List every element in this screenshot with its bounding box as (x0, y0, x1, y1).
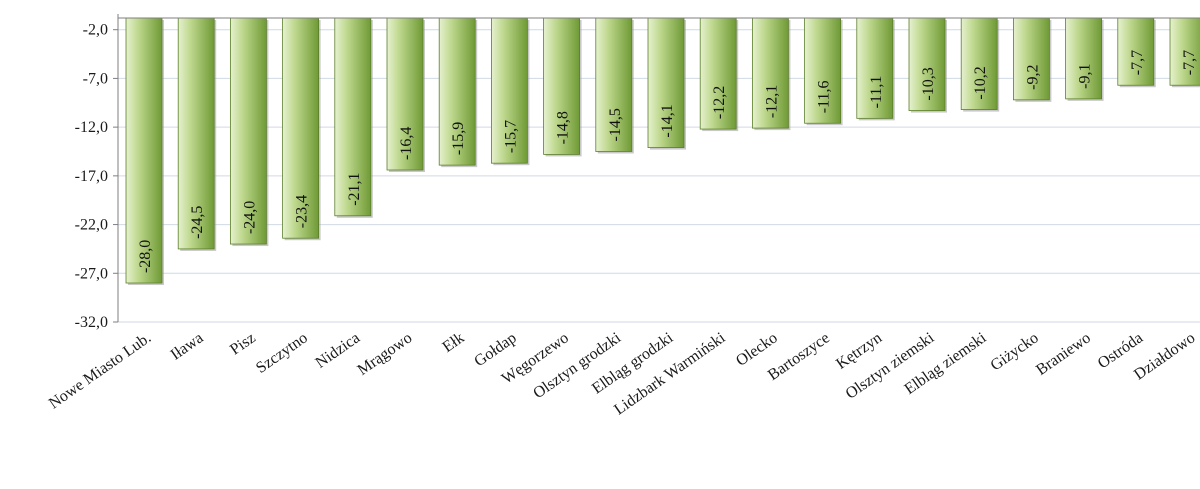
x-category-label: Ełk (440, 329, 468, 356)
bar (125, 17, 163, 284)
data-labels: -28,0 -24,5 -24,0 -23,4 -21,1 -16,4 -15,9 -15,7… (137, 50, 1198, 273)
data-label: -14,8 (555, 111, 572, 144)
data-label: -9,2 (1024, 65, 1041, 90)
data-label: -7,7 (1129, 50, 1146, 75)
x-category-label: Olsztyn grodzki (530, 329, 624, 402)
data-label: -24,5 (189, 206, 206, 239)
data-label: -9,1 (1077, 64, 1094, 89)
x-category-label: Iława (168, 329, 207, 363)
bar (177, 17, 215, 250)
y-tick-label: -22,0 (75, 217, 108, 234)
data-label: -15,7 (502, 120, 519, 153)
y-tick-label: -32,0 (75, 314, 108, 331)
bar (490, 17, 528, 164)
bar (1169, 17, 1200, 86)
bar (1013, 17, 1050, 101)
data-label: -10,3 (920, 67, 937, 100)
x-category-label: Braniewo (1033, 329, 1094, 379)
data-label: -12,2 (711, 86, 728, 119)
bar (595, 17, 633, 152)
x-category-label: Giżycko (988, 329, 1042, 374)
bar (334, 17, 372, 217)
bar (908, 17, 946, 111)
data-label: -12,1 (763, 85, 780, 118)
x-category-label: Pisz (227, 329, 259, 358)
bar (960, 17, 998, 110)
bar (647, 17, 685, 148)
data-label: -14,1 (659, 104, 676, 137)
y-tick-label: -17,0 (75, 168, 108, 185)
data-label: -11,1 (868, 76, 885, 109)
y-tick-label: -2,0 (83, 22, 108, 39)
data-label: -28,0 (137, 240, 154, 273)
bars (125, 17, 1200, 286)
bar (543, 17, 580, 155)
axes (117, 14, 1200, 322)
bar (229, 17, 267, 245)
bar (282, 17, 320, 239)
y-tick-label: -7,0 (83, 70, 108, 87)
x-category-label: Szczytno (253, 329, 311, 377)
y-axis-tick-labels: -2,0 -7,0 -12,0 -17,0 -22,0 -27,0 -32,0 (75, 22, 108, 331)
x-category-label: Olsztyn ziemski (843, 329, 938, 403)
data-label: -16,4 (398, 127, 415, 160)
bar (699, 17, 737, 130)
bar (438, 17, 476, 166)
bar (804, 17, 841, 124)
x-category-label: Nowe Miasto Lub. (46, 329, 154, 412)
y-tick-label: -27,0 (75, 265, 108, 282)
bar (386, 17, 424, 171)
data-label: -24,0 (241, 201, 258, 234)
data-label: -21,1 (346, 172, 363, 205)
bar (1065, 17, 1102, 100)
data-label: -10,2 (972, 66, 989, 99)
y-tick-label: -12,0 (75, 119, 108, 136)
x-category-label: Mrągowo (355, 329, 416, 379)
data-label: -11,6 (816, 80, 833, 113)
data-label: -15,9 (450, 122, 467, 155)
data-label: -7,7 (1181, 50, 1198, 75)
data-label: -23,4 (294, 195, 311, 228)
data-label: -14,5 (607, 108, 624, 141)
bar (1117, 17, 1155, 86)
